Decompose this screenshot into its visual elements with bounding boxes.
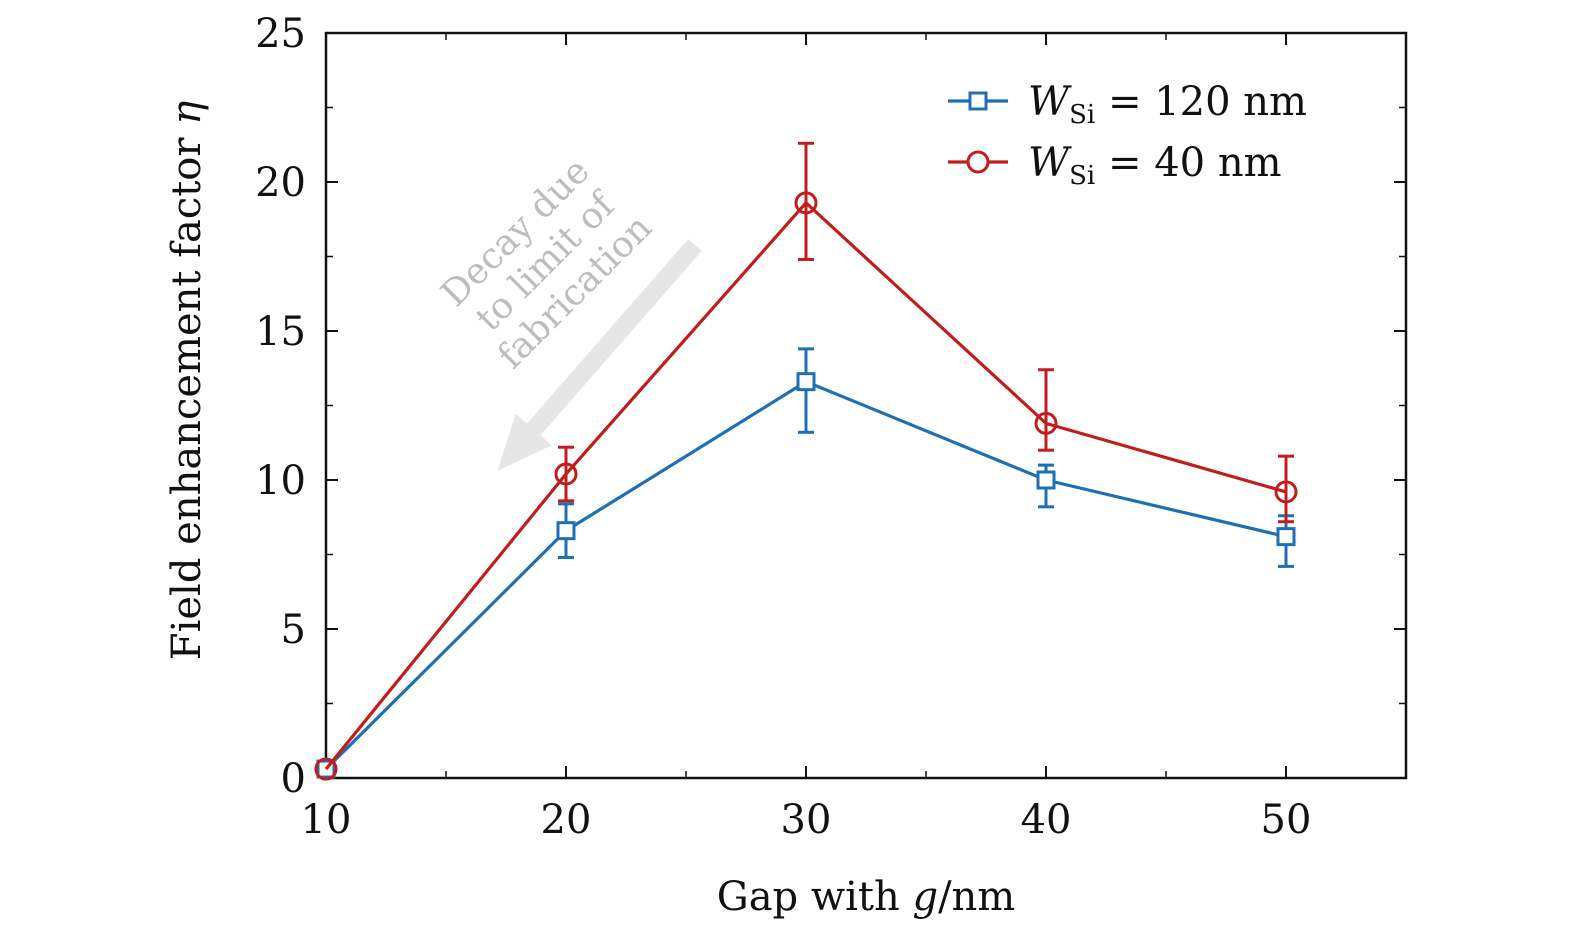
series-line bbox=[324, 380, 1287, 771]
y-axis-title: Field enhancement factor η bbox=[164, 101, 210, 660]
legend-item: WSi = 40 nm bbox=[948, 140, 1282, 191]
y-tick-label: 5 bbox=[281, 607, 306, 653]
x-tick-label: 40 bbox=[1021, 797, 1072, 843]
legend-label: WSi = 40 nm bbox=[1028, 140, 1282, 191]
ticks-layer: 10 20 30 40 50 0 5 10 15 20 25 bbox=[255, 11, 1406, 843]
legend-marker-circle bbox=[966, 150, 990, 174]
series-wsi-40nm bbox=[314, 141, 1298, 781]
legend-label: WSi = 120 nm bbox=[1028, 79, 1307, 130]
legend-rest: = 40 nm bbox=[1095, 140, 1281, 186]
legend-sub: Si bbox=[1069, 161, 1095, 191]
x-tick-label: 30 bbox=[781, 797, 832, 843]
y-tick-label: 25 bbox=[255, 11, 306, 57]
legend-sub: Si bbox=[1069, 100, 1095, 130]
decay-arrow-shape bbox=[497, 239, 702, 471]
x-tick-label: 20 bbox=[541, 797, 592, 843]
series-wsi-120nm bbox=[316, 347, 1296, 779]
x-tick-label: 50 bbox=[1261, 797, 1312, 843]
data-point-square bbox=[556, 521, 576, 541]
y-tick-label: 20 bbox=[255, 160, 306, 206]
y-tick-label: 15 bbox=[255, 309, 306, 355]
data-point-square bbox=[1036, 470, 1056, 490]
y-tick-label: 0 bbox=[281, 756, 306, 802]
data-point-square bbox=[1276, 527, 1296, 547]
legend-var: W bbox=[1028, 79, 1072, 125]
data-point-circle bbox=[1274, 480, 1298, 504]
series-layer bbox=[314, 141, 1298, 781]
data-point-circle bbox=[554, 462, 578, 486]
x-axis-title: Gap with g/nm bbox=[717, 874, 1015, 920]
data-point-circle bbox=[314, 757, 338, 781]
x-tick-label: 10 bbox=[301, 797, 352, 843]
legend-marker-square bbox=[968, 91, 988, 111]
data-point-circle bbox=[1034, 411, 1058, 435]
data-point-circle bbox=[794, 191, 818, 215]
legend-item: WSi = 120 nm bbox=[948, 79, 1307, 130]
legend-var: W bbox=[1028, 140, 1072, 186]
legend-rest: = 120 nm bbox=[1095, 79, 1307, 125]
y-tick-label: 10 bbox=[255, 458, 306, 504]
decay-arrow bbox=[497, 239, 702, 471]
data-point-square bbox=[796, 372, 816, 392]
